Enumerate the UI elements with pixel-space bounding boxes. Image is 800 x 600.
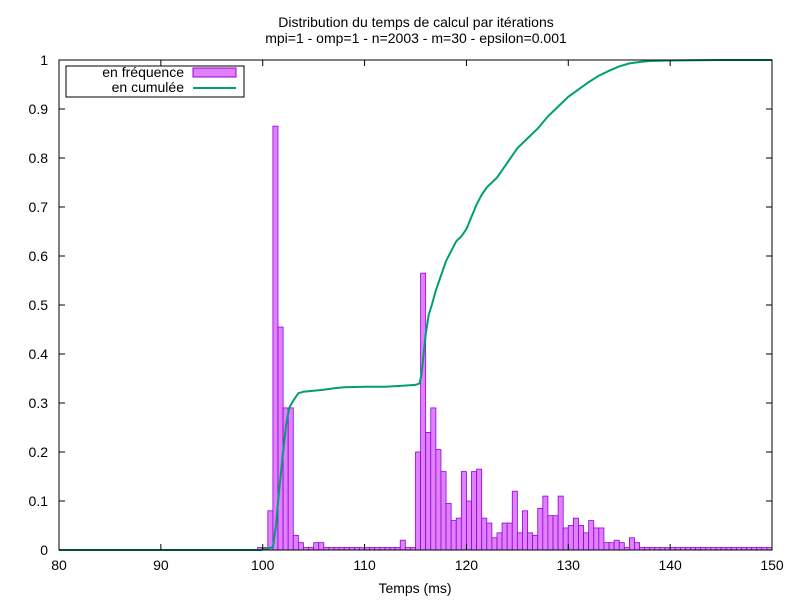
histogram-bar <box>552 515 559 551</box>
histogram-bar <box>466 500 472 551</box>
histogram-bar <box>425 431 432 551</box>
x-tick-label: 110 <box>353 557 376 573</box>
histogram-bar <box>450 520 457 551</box>
histogram-bar <box>415 451 421 551</box>
histogram-bar <box>486 522 493 551</box>
histogram-bar <box>527 532 534 551</box>
x-tick-label: 150 <box>760 557 784 573</box>
histogram-bar <box>511 490 518 551</box>
histogram-bar <box>501 522 508 551</box>
histogram-bar <box>435 449 442 551</box>
y-axis: 0 0.1 0.2 0.3 0.4 0.5 0.6 0.7 0.8 0.9 1 <box>29 52 772 558</box>
legend-label-frequency: en fréquence <box>102 64 184 80</box>
histogram-bar <box>608 542 615 551</box>
histogram-bar <box>557 495 564 551</box>
histogram-bar <box>430 407 437 551</box>
histogram-bar <box>277 326 284 551</box>
y-tick-label: 0 <box>40 542 48 558</box>
histogram-bar <box>583 532 590 551</box>
y-tick-label: 0.7 <box>29 199 49 215</box>
y-tick-label: 0.8 <box>29 150 49 166</box>
y-tick-label: 1 <box>40 52 48 68</box>
histogram-bar <box>593 527 600 551</box>
histogram-bar <box>522 510 528 551</box>
legend-swatch-frequency <box>192 67 237 78</box>
histogram-bar <box>455 517 462 551</box>
histogram-bar <box>272 125 279 551</box>
histogram-bar <box>445 503 452 551</box>
histogram-bar <box>629 537 635 551</box>
cumulative-line <box>59 59 772 551</box>
histogram-bar <box>287 407 294 551</box>
legend-label-cumulative: en cumulée <box>112 79 185 95</box>
y-tick-label: 0.3 <box>29 395 49 411</box>
histogram-bar <box>618 542 625 551</box>
histogram-bar <box>572 517 579 551</box>
y-tick-label: 0.6 <box>29 248 49 264</box>
histogram-bar <box>634 542 640 551</box>
x-axis-label: Temps (ms) <box>378 580 451 596</box>
histogram-bars <box>257 125 773 551</box>
histogram-bar <box>516 532 523 551</box>
x-tick-label: 100 <box>251 557 275 573</box>
x-tick-label: 120 <box>455 557 479 573</box>
histogram-bar <box>318 542 325 551</box>
histogram-bar <box>292 534 299 551</box>
histogram-bar <box>399 539 406 551</box>
histogram-bar <box>313 542 320 551</box>
histogram-bar <box>506 522 513 551</box>
y-tick-label: 0.4 <box>29 346 49 362</box>
x-axis: 80 90 100 110 120 130 140 150 <box>51 60 784 573</box>
x-tick-label: 140 <box>658 557 682 573</box>
histogram-bar <box>471 471 478 551</box>
y-tick-label: 0.2 <box>29 444 49 460</box>
x-tick-label: 90 <box>153 557 169 573</box>
histogram-bar <box>496 532 503 551</box>
histogram-bar <box>562 527 569 551</box>
y-tick-label: 0.5 <box>29 297 49 313</box>
legend: en fréquence en cumulée <box>65 64 245 98</box>
histogram-bar <box>481 517 488 551</box>
histogram-bar <box>420 272 427 551</box>
x-tick-label: 80 <box>51 557 67 573</box>
histogram-bar <box>491 537 498 551</box>
y-tick-label: 0.1 <box>29 493 49 509</box>
chart-subtitle: mpi=1 - omp=1 - n=2003 - m=30 - epsilon=… <box>265 30 567 46</box>
x-tick-label: 130 <box>557 557 581 573</box>
histogram-bar <box>613 539 620 551</box>
histogram-bar <box>440 471 447 551</box>
histogram-bar <box>547 515 554 551</box>
histogram-bar <box>537 507 544 551</box>
histogram-bar <box>567 525 574 551</box>
histogram-bar <box>532 534 539 551</box>
histogram-bar <box>598 527 605 551</box>
histogram-bar <box>267 510 274 551</box>
y-tick-label: 0.9 <box>29 101 49 117</box>
chart-title: Distribution du temps de calcul par itér… <box>278 14 553 30</box>
histogram-bar <box>476 468 483 551</box>
histogram-bar <box>542 495 549 551</box>
histogram-bar <box>603 542 610 551</box>
histogram-bar <box>588 520 595 551</box>
histogram-bar <box>578 525 584 551</box>
histogram-bar <box>297 542 304 551</box>
histogram-bar <box>460 471 467 551</box>
